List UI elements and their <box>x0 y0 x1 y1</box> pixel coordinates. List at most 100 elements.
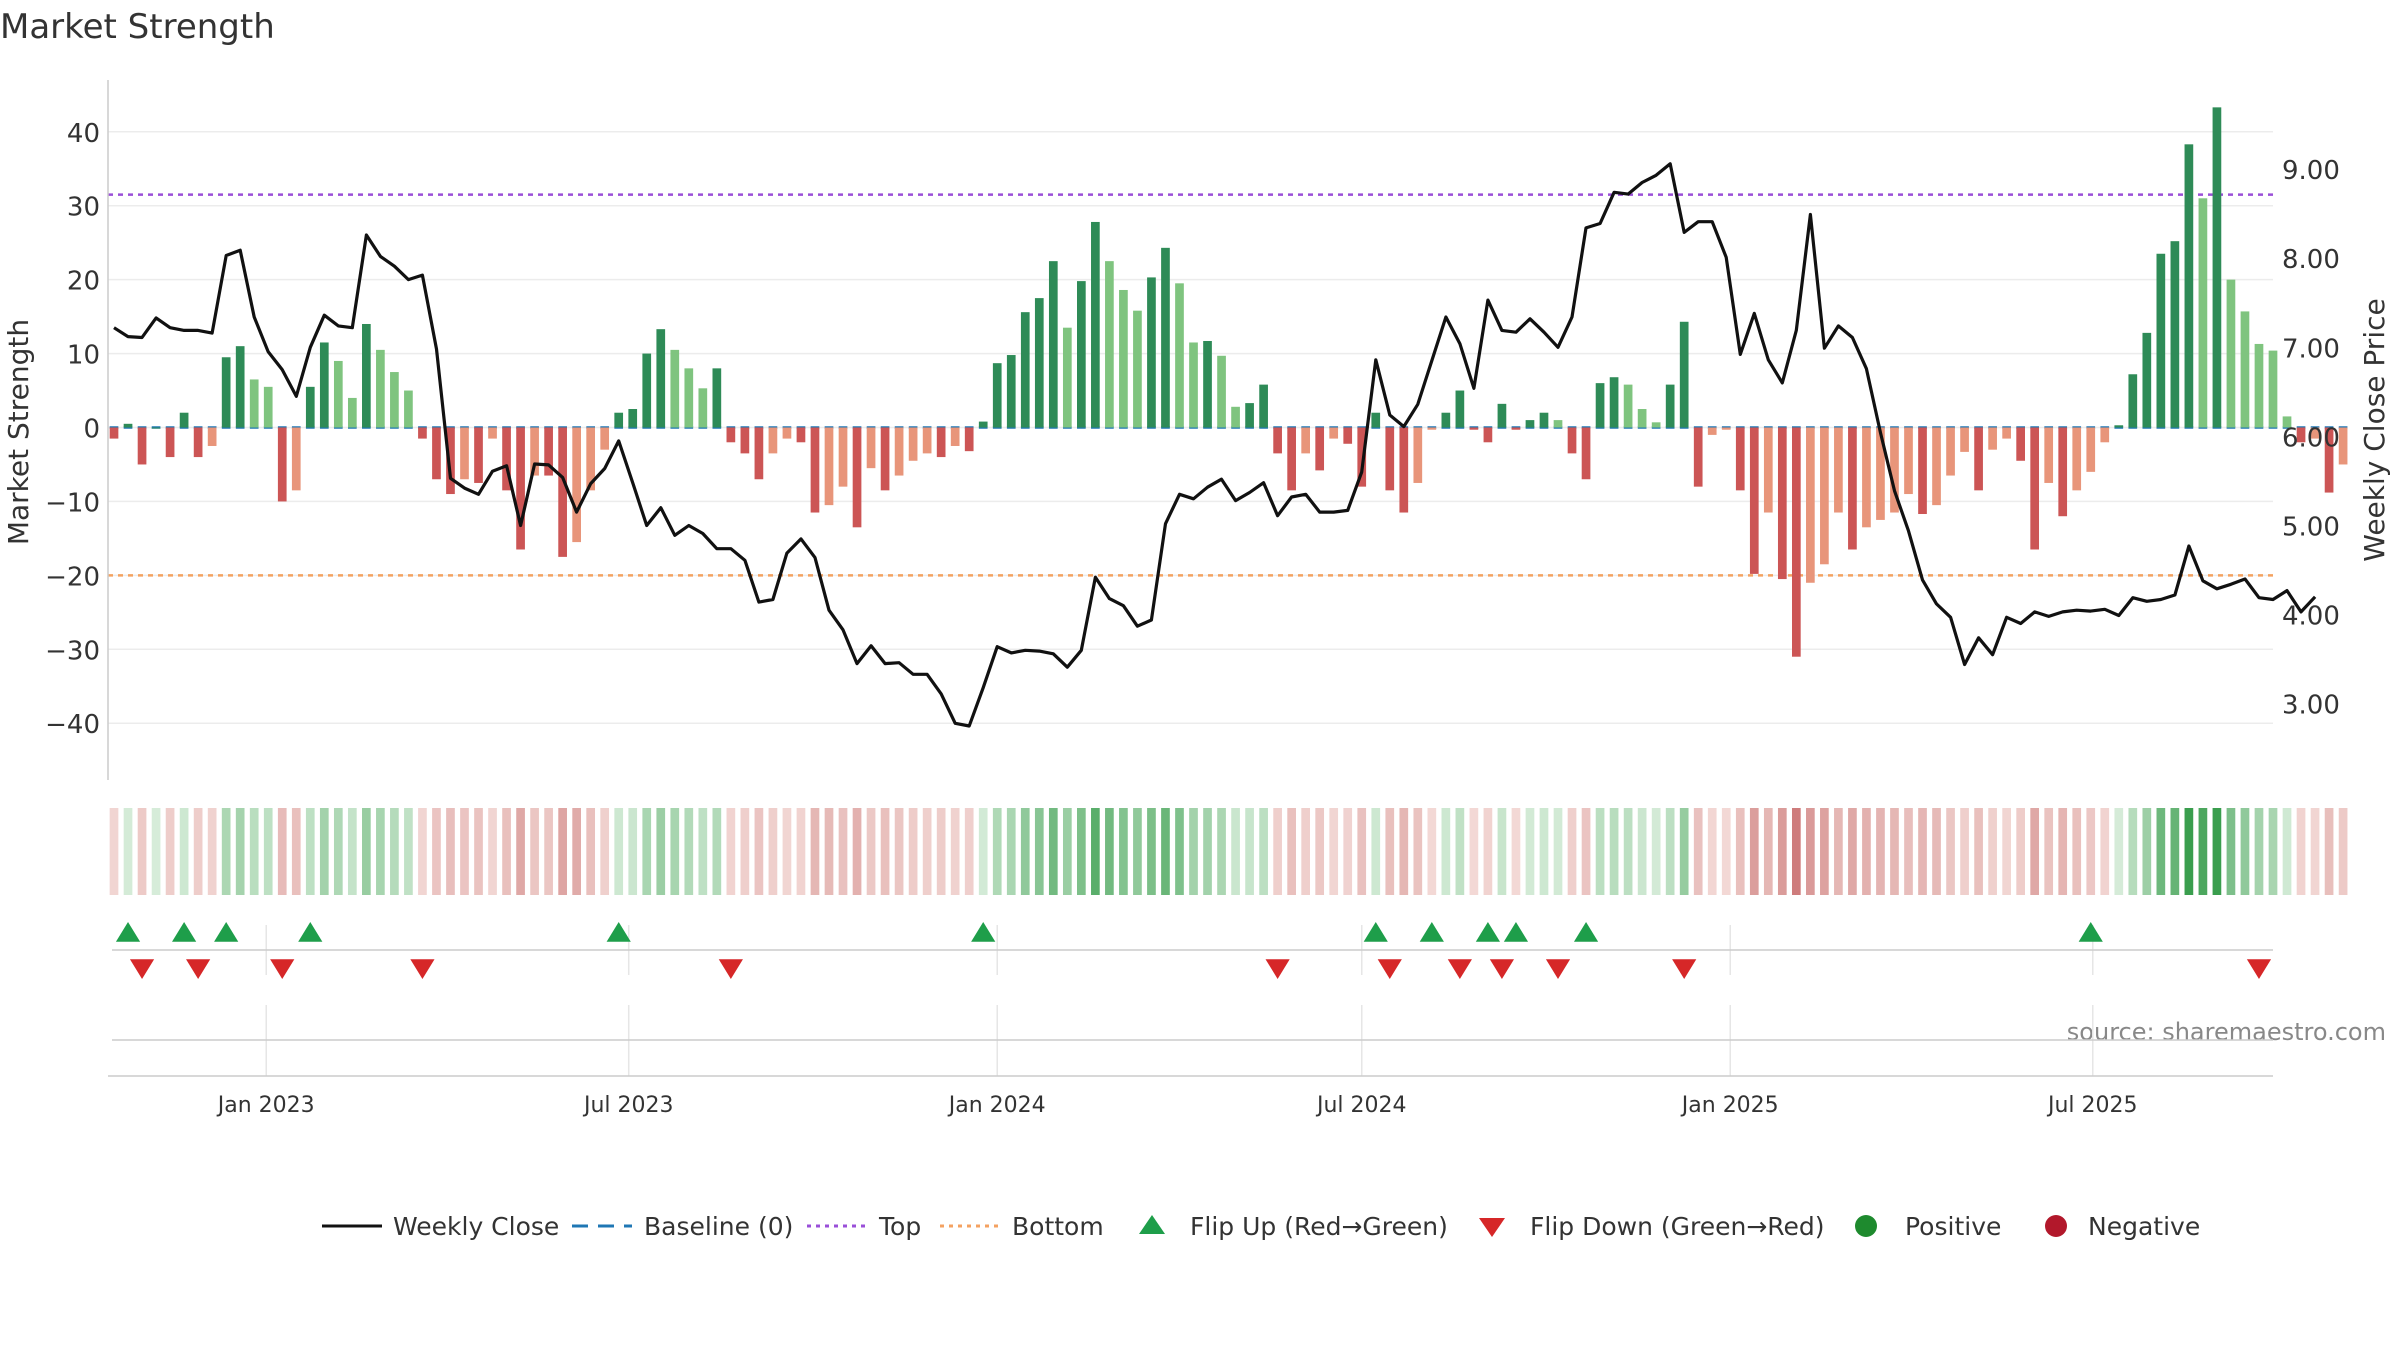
strength-bar <box>2002 427 2011 439</box>
flip-down-marker <box>410 959 435 979</box>
heat-cell <box>1315 808 1325 895</box>
legend-label: Flip Down (Green→Red) <box>1530 1212 1825 1241</box>
strength-bar <box>950 427 960 446</box>
strength-bar <box>558 427 567 557</box>
strength-bar <box>277 427 287 502</box>
strength-bar <box>263 386 273 428</box>
strength-bar <box>1539 412 1549 428</box>
heat-cell <box>1988 808 1997 895</box>
strength-bar <box>179 412 189 428</box>
strength-bar <box>2226 279 2236 428</box>
x-tick-label: Jan 2025 <box>1680 1093 1779 1118</box>
strength-bar <box>1161 247 1170 428</box>
strength-bar <box>1048 261 1058 428</box>
strength-bar <box>894 427 904 476</box>
strength-bar <box>1721 427 1731 430</box>
y-tick-label: −30 <box>45 636 100 666</box>
heat-cell <box>1693 808 1703 895</box>
heat-cell <box>2100 808 2110 895</box>
strength-bar <box>1119 289 1128 428</box>
strength-bar <box>1133 310 1142 428</box>
strength-bar <box>1876 427 1885 520</box>
strength-bar <box>488 427 497 439</box>
x-tick-label: Jul 2025 <box>2046 1093 2138 1118</box>
heat-cell <box>1119 808 1128 895</box>
heat-cell <box>1329 808 1339 895</box>
strength-bar <box>1665 384 1675 428</box>
heat-cell <box>1651 808 1661 895</box>
heat-cell <box>1707 808 1717 895</box>
heat-cell <box>2072 808 2082 895</box>
heat-cell <box>1848 808 1857 895</box>
heat-cell <box>2282 808 2292 895</box>
heat-cell <box>488 808 497 895</box>
heat-cell <box>1946 808 1955 895</box>
strength-bar <box>1511 427 1521 430</box>
strength-bar <box>1062 327 1072 428</box>
strength-bar <box>2268 350 2278 428</box>
strength-bar <box>824 427 834 506</box>
heat-cell <box>2184 808 2194 895</box>
heat-cell <box>1133 808 1142 895</box>
strength-bar <box>1034 298 1044 428</box>
strength-bar <box>1974 427 1983 491</box>
strength-bar <box>684 368 694 428</box>
heat-cell <box>1105 808 1114 895</box>
strength-bar <box>586 427 596 491</box>
y-tick-label: −40 <box>45 710 100 740</box>
strength-bar <box>628 409 638 428</box>
strength-bar <box>838 427 848 487</box>
heat-cell <box>1791 808 1801 895</box>
strength-bar <box>2310 427 2320 439</box>
heat-cell <box>1175 808 1184 895</box>
strength-bar <box>1904 427 1913 495</box>
heat-cell <box>1525 808 1535 895</box>
weekly-close-line <box>113 162 2317 728</box>
heat-cell <box>1567 808 1577 895</box>
heat-cell <box>2212 808 2222 895</box>
strength-bar <box>362 323 371 428</box>
heat-cell <box>2156 808 2166 895</box>
heat-cell <box>2058 808 2068 895</box>
heat-cell <box>950 808 960 895</box>
strength-bar <box>1441 412 1451 428</box>
strength-bar <box>123 423 133 428</box>
heat-cell <box>544 808 553 895</box>
heat-cell <box>1721 808 1731 895</box>
legend-label: Weekly Close <box>393 1212 559 1241</box>
strength-bar <box>376 349 385 428</box>
heat-cell <box>1020 808 1030 895</box>
legend-marker-flip-down <box>1479 1218 1505 1237</box>
heat-cell <box>1259 808 1268 895</box>
strength-bar <box>614 412 624 428</box>
strength-bar <box>1609 377 1619 428</box>
heat-cell <box>978 808 988 895</box>
strength-bar <box>1960 427 1969 452</box>
heat-cell <box>656 808 666 895</box>
flip-down-marker <box>1377 959 1402 979</box>
strength-bar <box>1553 420 1563 428</box>
heat-cell <box>1777 808 1787 895</box>
strength-bar <box>1469 427 1479 430</box>
strength-bar <box>964 427 974 452</box>
strength-bar <box>1006 355 1016 428</box>
strength-bar <box>291 427 301 491</box>
heat-cell <box>109 808 119 895</box>
heat-cell <box>2268 808 2278 895</box>
heat-cell <box>1735 808 1745 895</box>
heat-cell <box>1006 808 1016 895</box>
strength-bar <box>1217 355 1226 428</box>
heat-cell <box>2044 808 2054 895</box>
grid-lines <box>108 131 2273 1076</box>
strength-bar <box>1020 312 1030 428</box>
heat-cell <box>852 808 862 895</box>
legend-marker-positive <box>1855 1215 1877 1237</box>
weekly-close-path <box>113 162 2317 728</box>
heat-cell <box>1876 808 1885 895</box>
heat-cell <box>502 808 511 895</box>
flip-down-marker <box>270 959 295 979</box>
heat-cell <box>1763 808 1773 895</box>
strength-bar <box>1567 427 1577 454</box>
heat-cell <box>2324 808 2334 895</box>
heat-cell <box>1806 808 1815 895</box>
